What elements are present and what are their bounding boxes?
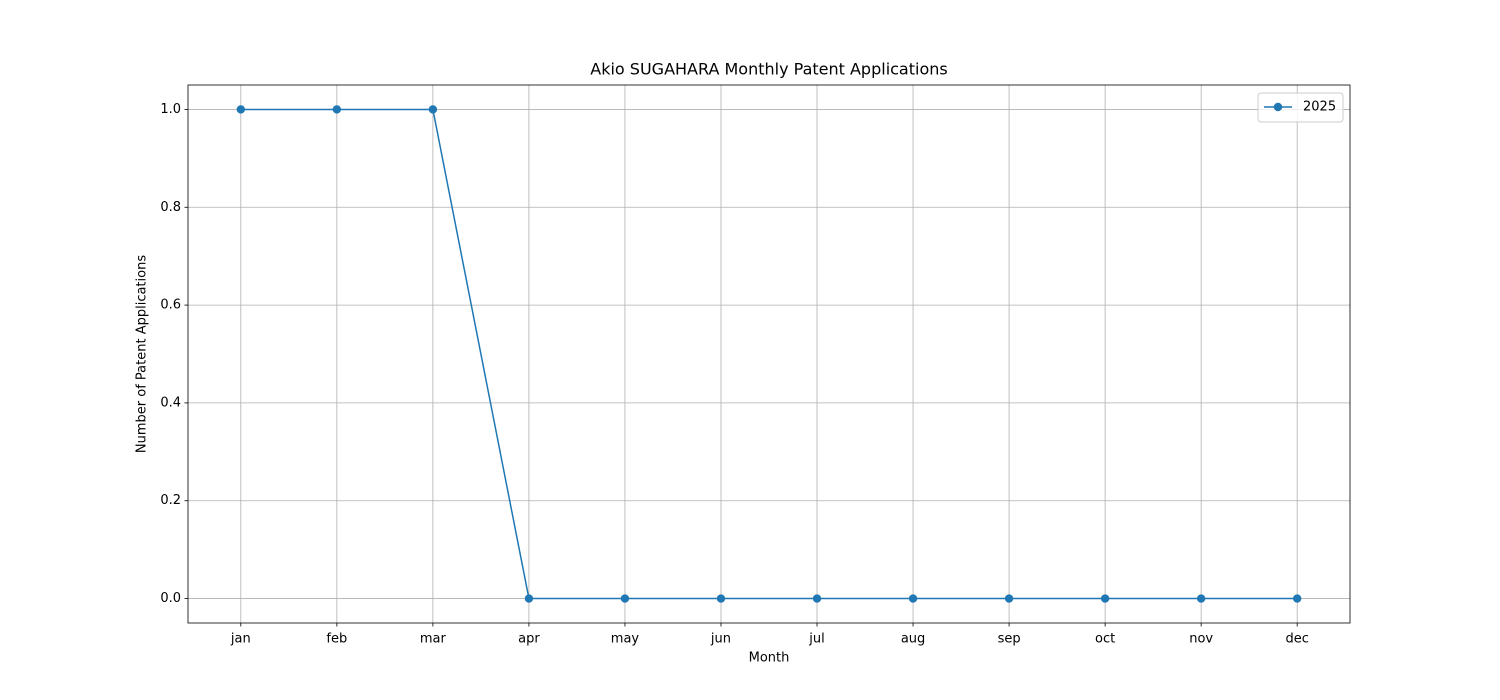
x-tick-label: jan: [230, 632, 251, 647]
marker: [525, 594, 533, 602]
x-tick-label: dec: [1285, 632, 1308, 647]
y-tick-label: 0.2: [160, 493, 181, 508]
x-tick-label: sep: [998, 632, 1021, 647]
x-tick-label: feb: [326, 632, 347, 647]
marker: [717, 594, 725, 602]
line: [241, 109, 1297, 598]
grid: [188, 85, 1350, 623]
marker: [237, 105, 245, 113]
chart-title: Akio SUGAHARA Monthly Patent Application…: [590, 60, 947, 79]
y-tick-label: 0.4: [160, 395, 181, 410]
marker: [813, 594, 821, 602]
marker: [1005, 594, 1013, 602]
marker: [333, 105, 341, 113]
x-tick-label: mar: [420, 632, 447, 647]
x-axis-label: Month: [749, 651, 790, 666]
x-tick-label: jul: [808, 632, 824, 647]
marker: [909, 594, 917, 602]
marker: [1293, 594, 1301, 602]
marker: [1197, 594, 1205, 602]
x-tick-label: aug: [901, 632, 925, 647]
legend-label: 2025: [1303, 100, 1336, 115]
y-tick-label: 0.8: [160, 200, 181, 215]
plot-frame: [188, 85, 1350, 623]
y-tick-label: 1.0: [160, 102, 181, 117]
marker: [1101, 594, 1109, 602]
marker: [621, 594, 629, 602]
y-tick-label: 0.6: [160, 298, 181, 313]
marker: [429, 105, 437, 113]
y-tick-label: 0.0: [160, 591, 181, 606]
x-tick-label: jun: [710, 632, 731, 647]
x-tick-label: may: [611, 632, 640, 647]
chart: Akio SUGAHARA Monthly Patent Application…: [0, 0, 1500, 700]
legend-marker: [1274, 103, 1282, 111]
x-tick-label: nov: [1189, 632, 1213, 647]
x-tick-label: apr: [518, 632, 540, 647]
x-tick-label: oct: [1095, 632, 1115, 647]
y-axis-label: Number of Patent Applications: [135, 255, 150, 453]
